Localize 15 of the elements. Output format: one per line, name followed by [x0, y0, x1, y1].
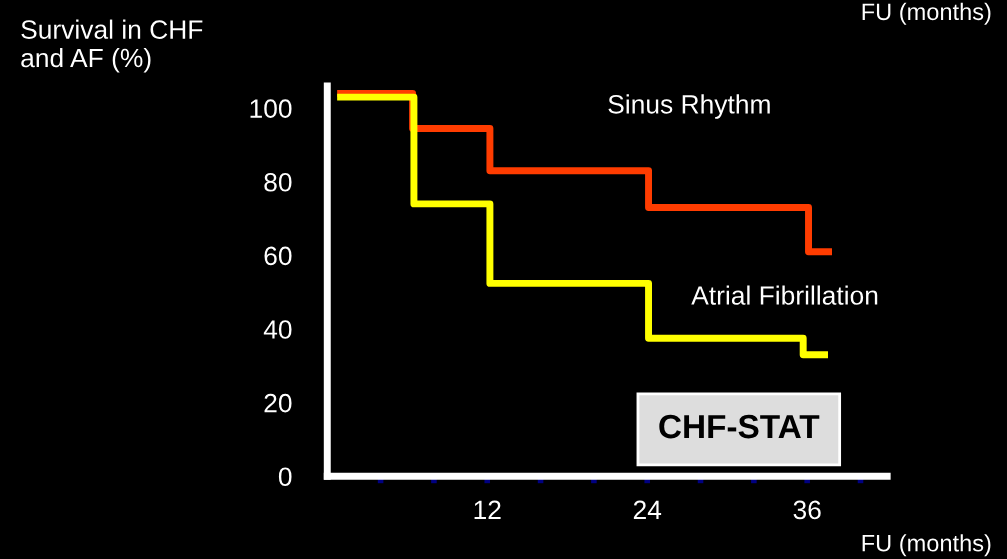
series-label: Sinus Rhythm: [608, 94, 770, 119]
series-label: Atrial Fibrillation: [691, 285, 878, 305]
text: FU (months): [862, 2, 991, 25]
x-axis-title: FU (months): [862, 534, 991, 557]
y-tick-label: 40: [263, 320, 292, 339]
y-tick-label: 80: [264, 172, 292, 192]
x-tick-label: 24: [633, 500, 662, 519]
y-tick-label: 0: [278, 467, 292, 487]
y-tick-label: 100: [250, 99, 292, 118]
x-tick-label: 12: [474, 500, 501, 519]
y-axis-title: Survival in CHF and AF (%): [21, 19, 203, 73]
annotation: CHF-STAT: [659, 414, 820, 439]
y-tick-label: 20: [264, 393, 292, 413]
y-tick-label: 60: [264, 246, 292, 266]
x-tick-label: 36: [793, 500, 821, 520]
